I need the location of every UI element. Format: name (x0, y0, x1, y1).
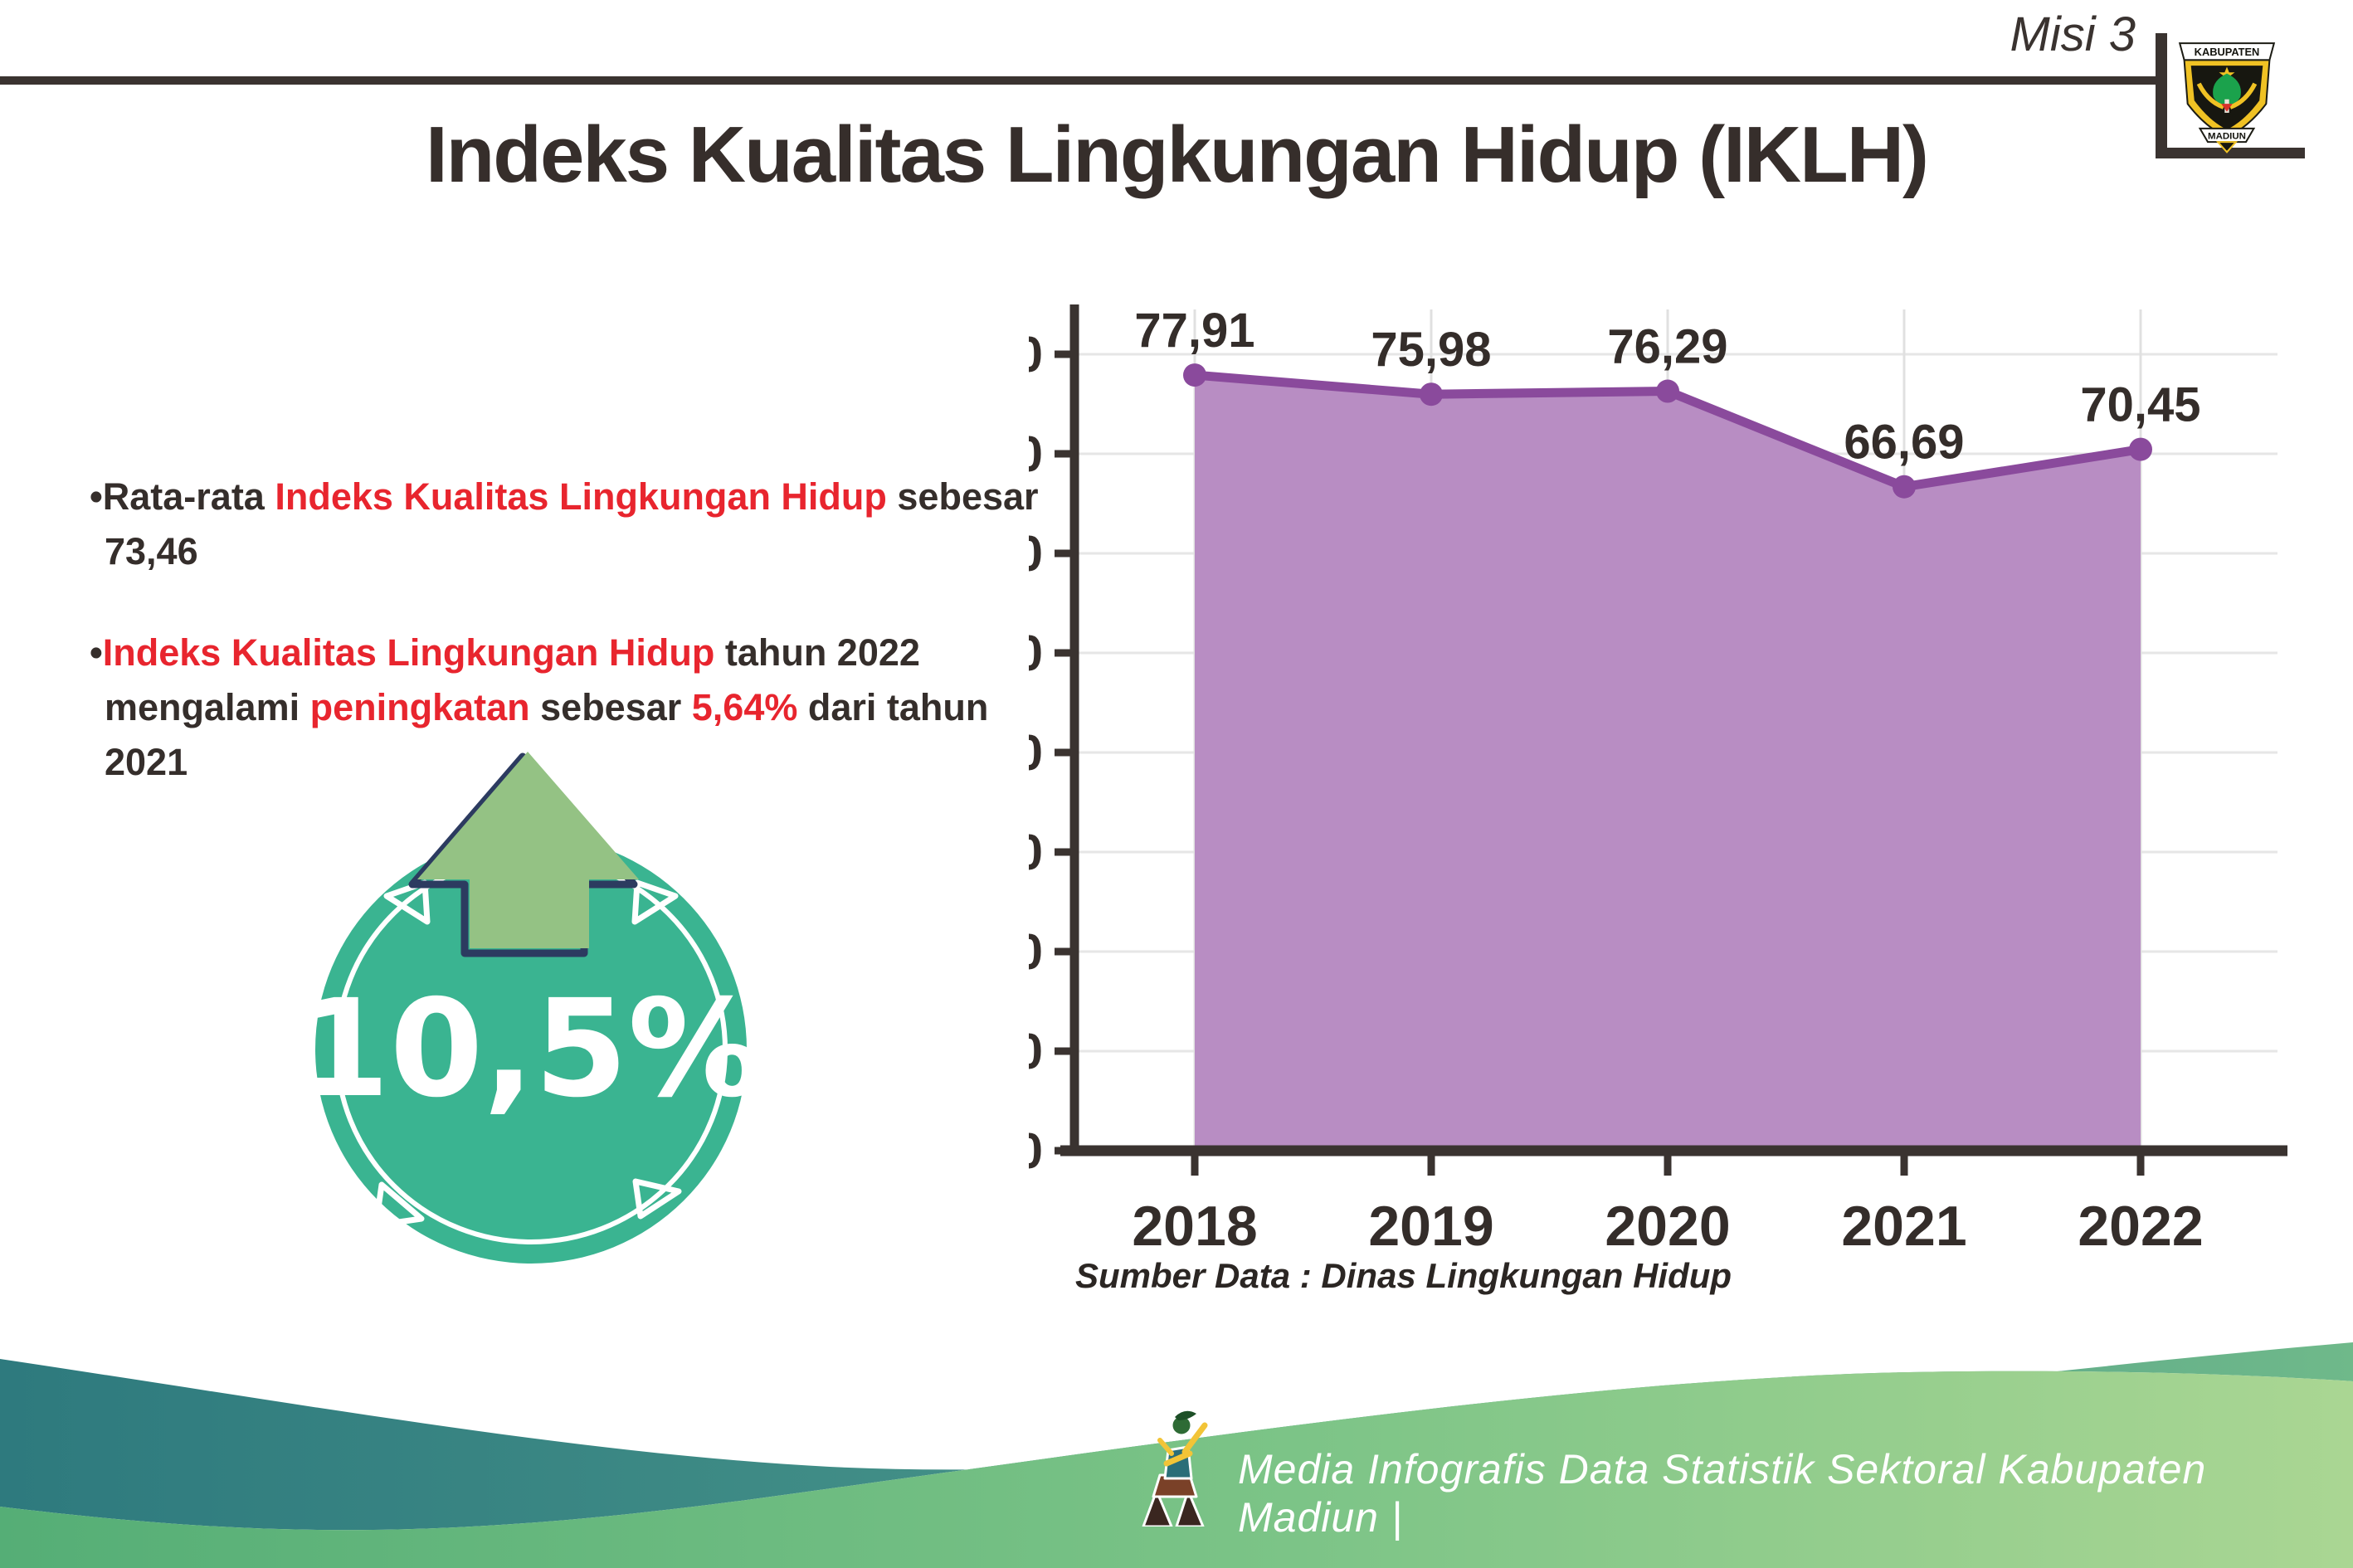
misi-label: Misi 3 (2010, 7, 2136, 61)
svg-text:30: 30 (1029, 825, 1043, 880)
page-title: Indeks Kualitas Lingkungan Hidup (IKLH) (425, 110, 1929, 199)
svg-text:10: 10 (1029, 1024, 1043, 1079)
source-note: Sumber Data : Dinas Lingkungan Hidup (1075, 1256, 1732, 1295)
bullet-increase-2022: •Indeks Kualitas Lingkungan Hidup tahun … (90, 631, 989, 783)
svg-text:2021: 2021 (1841, 1195, 1966, 1258)
svg-text:50: 50 (1029, 626, 1043, 681)
svg-text:20: 20 (1029, 924, 1043, 980)
logo-frame-vertical (2156, 33, 2167, 158)
footer-credit: Media Infografis Data Statistik Sektoral… (1238, 1446, 2207, 1541)
svg-text:75,98: 75,98 (1371, 323, 1491, 377)
data-points (1183, 363, 2152, 499)
svg-text:60: 60 (1029, 526, 1043, 582)
badge-spark-triangles (373, 879, 682, 1229)
header-rule (0, 76, 2162, 85)
svg-text:66,69: 66,69 (1844, 416, 1964, 470)
bullet-average-iklh: •Rata-rata Indeks Kualitas Lingkungan Hi… (90, 475, 1039, 572)
mascot-icon (1142, 1410, 1208, 1527)
area-fill (1195, 375, 2141, 1151)
summary-bullets: •Rata-rata Indeks Kualitas Lingkungan Hi… (73, 470, 1044, 836)
bullet-dot: • (90, 475, 103, 518)
svg-text:80: 80 (1029, 327, 1043, 382)
y-tick-labels: 0 10 20 30 40 50 60 70 80 (1029, 327, 1043, 1179)
svg-text:77,91: 77,91 (1134, 304, 1254, 358)
axis-ticks (1055, 350, 2145, 1176)
svg-text:0: 0 (1029, 1123, 1043, 1179)
svg-text:76,29: 76,29 (1607, 320, 1727, 374)
svg-text:40: 40 (1029, 725, 1043, 781)
svg-text:2020: 2020 (1605, 1195, 1730, 1258)
svg-text:70,45: 70,45 (2080, 378, 2200, 432)
badge-circle (315, 835, 747, 1264)
svg-text:2018: 2018 (1132, 1195, 1257, 1258)
svg-text:70: 70 (1029, 426, 1043, 482)
logo-bottom-text: MADIUN (2208, 132, 2246, 142)
data-labels: 77,91 75,98 76,29 66,69 70,45 (1134, 304, 2200, 470)
logo-frame-horizontal (2156, 148, 2305, 158)
svg-text:2022: 2022 (2078, 1195, 2203, 1258)
increase-badge: 10,5% (296, 752, 762, 1264)
bullet-dot: • (90, 631, 103, 674)
kabupaten-madiun-logo-icon: KABUPATEN MADIUN (2178, 42, 2276, 153)
logo-top-text: KABUPATEN (2195, 46, 2260, 58)
x-tick-labels: 2018 2019 2020 2021 2022 (1132, 1195, 2203, 1258)
badge-value: 10,5% (296, 971, 762, 1127)
svg-text:2019: 2019 (1368, 1195, 1493, 1258)
iklh-area-chart: 77,91 75,98 76,29 66,69 70,45 0 10 20 30 40 50 60 70… (1029, 304, 2287, 1258)
up-arrow-icon (408, 752, 639, 957)
